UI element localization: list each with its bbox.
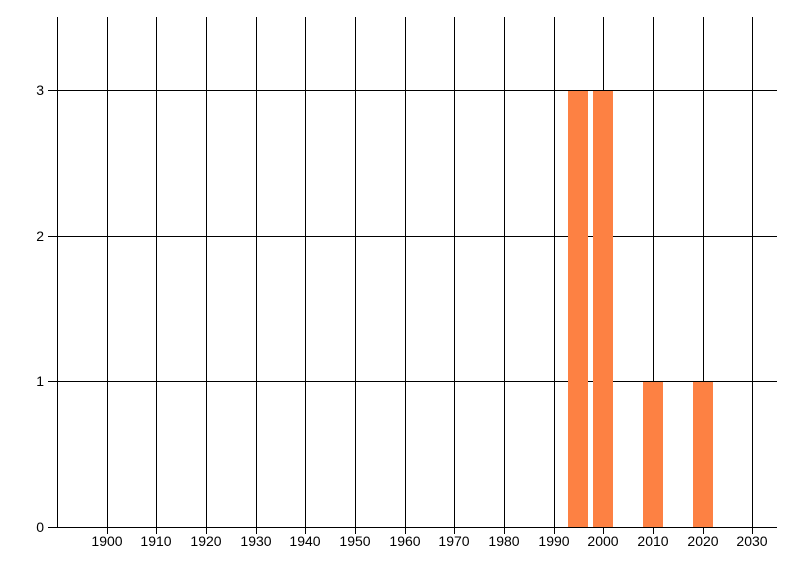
y-tick-label: 2 [36, 228, 44, 244]
y-axis-line [57, 17, 58, 527]
x-gridline [653, 17, 654, 534]
x-gridline [752, 17, 753, 534]
x-tick-label: 2030 [736, 533, 768, 549]
y-tick-label: 3 [36, 82, 44, 98]
x-tick-label: 1950 [339, 533, 371, 549]
bar [693, 382, 713, 527]
x-tick-label: 1900 [91, 533, 123, 549]
x-tick-label: 2010 [637, 533, 669, 549]
x-tick-label: 2000 [587, 533, 619, 549]
x-tick-label: 2020 [687, 533, 719, 549]
x-gridline [256, 17, 257, 534]
x-gridline [554, 17, 555, 534]
x-tick-label: 1910 [140, 533, 172, 549]
y-tick-label: 1 [36, 373, 44, 389]
y-tick-label: 0 [36, 519, 44, 535]
x-gridline [156, 17, 157, 534]
x-tick-label: 1930 [240, 533, 272, 549]
x-gridline [454, 17, 455, 534]
x-gridline [405, 17, 406, 534]
y-gridline [48, 527, 777, 528]
y-gridline [48, 90, 777, 91]
x-tick-label: 1980 [488, 533, 520, 549]
x-gridline [355, 17, 356, 534]
bar [643, 382, 663, 527]
x-gridline [504, 17, 505, 534]
x-tick-label: 1960 [389, 533, 421, 549]
y-gridline [48, 381, 777, 382]
bar [593, 91, 613, 527]
x-tick-label: 1990 [538, 533, 570, 549]
x-gridline [107, 17, 108, 534]
x-gridline [703, 17, 704, 534]
bar [568, 91, 588, 527]
y-gridline [48, 236, 777, 237]
x-tick-label: 1920 [190, 533, 222, 549]
x-tick-label: 1970 [438, 533, 470, 549]
x-gridline [305, 17, 306, 534]
x-gridline [206, 17, 207, 534]
x-tick-label: 1940 [289, 533, 321, 549]
